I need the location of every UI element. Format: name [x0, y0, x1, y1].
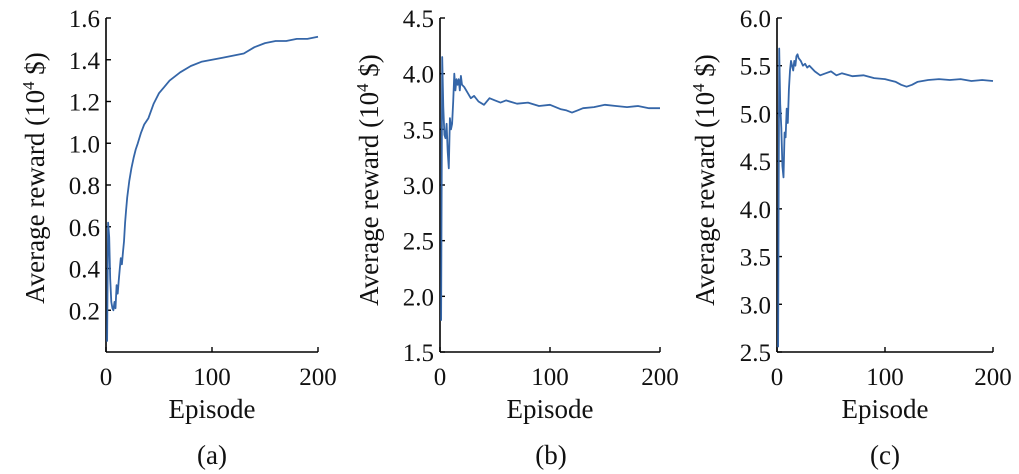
- y-axis-label-main: Average reward (10: [690, 92, 720, 306]
- y-axis-label-exponent: 4: [19, 81, 38, 90]
- y-tick-label: 3.0: [740, 292, 771, 319]
- y-tick-label: 1.2: [69, 90, 100, 117]
- x-tick-label: 0: [434, 364, 447, 391]
- x-axis-label: Episode: [507, 394, 594, 424]
- y-tick-label: 4.5: [740, 149, 771, 176]
- y-tick-label: 4.0: [740, 197, 771, 224]
- panel-b: 1.5 2.0 2.5 3.0 3.5 4.0 4.5 0 100 200 Episode Avera…: [353, 6, 679, 470]
- y-axis-label-main: Average reward (10: [354, 92, 384, 306]
- y-tick-label: 4.5: [403, 6, 434, 33]
- y-tick-label: 1.0: [69, 131, 100, 158]
- y-tick-label: 0.6: [69, 215, 100, 242]
- x-tick-label: 100: [531, 364, 569, 391]
- series-line: [106, 35, 319, 342]
- panel-c: 2.5 3.0 3.5 4.0 4.5 5.0 5.5 6.0 0 100 200 Episode Av…: [689, 6, 1012, 470]
- panel-caption: (c): [870, 440, 900, 470]
- y-axis-label: Average reward (104 $): [19, 52, 50, 304]
- y-axis-label-main: Average reward (10: [20, 90, 50, 304]
- x-tick-label: 200: [974, 364, 1012, 391]
- y-tick-label: 3.5: [403, 117, 434, 144]
- y-tick-label: 1.4: [69, 48, 101, 75]
- y-tick-label: 1.5: [403, 340, 434, 367]
- x-tick-label: 100: [866, 364, 904, 391]
- panel-caption: (a): [197, 440, 227, 470]
- y-tick-label: 0.2: [69, 298, 100, 325]
- y-axis-label-unit: $): [354, 54, 384, 83]
- y-tick-label: 0.8: [69, 173, 100, 200]
- y-tick-label: 5.5: [740, 54, 771, 81]
- y-axis-label-unit: $): [20, 52, 50, 81]
- y-axis-label-exponent: 4: [353, 83, 372, 92]
- y-tick-label: 4.0: [403, 62, 434, 89]
- y-tick-label: 2.5: [740, 340, 771, 367]
- y-axis-label-exponent: 4: [689, 83, 708, 92]
- panel-a: 0.2 0.4 0.6 0.8 1.0 1.2 1.4 1.6 0 100 200 Episode Av…: [19, 6, 337, 470]
- x-tick-label: 200: [641, 364, 679, 391]
- y-tick-label: 5.0: [740, 101, 771, 128]
- x-tick-label: 0: [100, 364, 113, 391]
- y-axis-label-unit: $): [690, 54, 720, 83]
- x-tick-label: 0: [771, 364, 784, 391]
- x-tick-label: 200: [299, 364, 337, 391]
- series-line: [777, 47, 994, 348]
- y-axis-label: Average reward (104 $): [689, 54, 720, 306]
- x-tick-label: 100: [193, 364, 231, 391]
- y-tick-label: 2.5: [403, 229, 434, 256]
- y-tick-label: 1.6: [69, 6, 100, 33]
- y-axis-label: Average reward (104 $): [353, 54, 384, 306]
- series-line: [440, 56, 660, 321]
- y-tick-label: 2.0: [403, 284, 434, 311]
- y-tick-label: 0.4: [69, 257, 101, 284]
- y-tick-label: 6.0: [740, 6, 771, 33]
- y-tick-label: 3.5: [740, 245, 771, 272]
- y-tick-label: 3.0: [403, 173, 434, 200]
- x-axis-label: Episode: [169, 394, 256, 424]
- panel-caption: (b): [535, 440, 566, 470]
- x-axis-label: Episode: [842, 394, 929, 424]
